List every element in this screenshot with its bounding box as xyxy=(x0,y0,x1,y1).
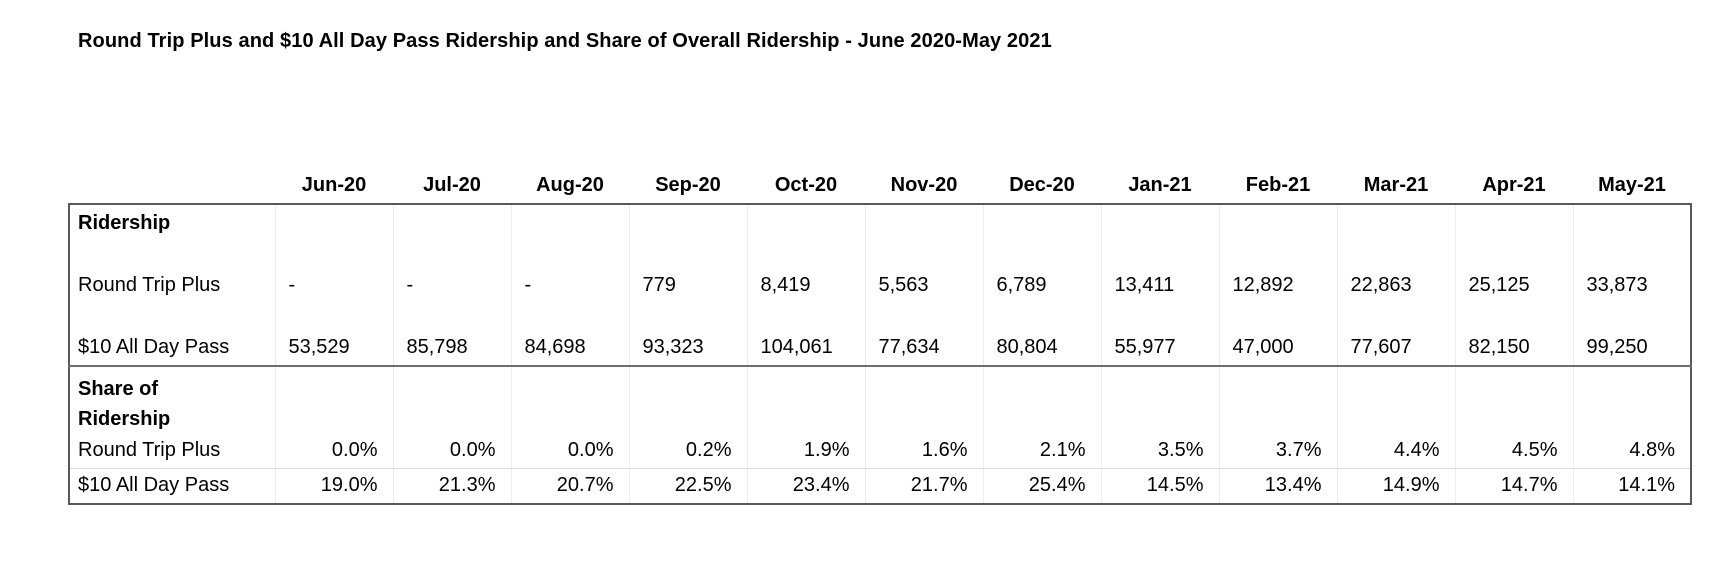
cell-value: 93,323 xyxy=(628,330,747,367)
cell-value: 25,125 xyxy=(1454,268,1573,302)
cell-value: 12,892 xyxy=(1218,268,1337,302)
cell-value: 53,529 xyxy=(274,330,393,367)
table-row-all-day-pass-ridership: $10 All Day Pass 53,529 85,798 84,698 93… xyxy=(69,330,1691,367)
cell-value: 85,798 xyxy=(392,330,511,367)
cell-value: 14.9% xyxy=(1336,468,1455,504)
column-header-month: Sep-20 xyxy=(655,174,721,196)
cell-value: 82,150 xyxy=(1454,330,1573,367)
cell-value: 4.8% xyxy=(1572,434,1691,469)
ridership-table: Jun-20 Jul-20 Aug-20 Sep-20 Oct-20 Nov-2… xyxy=(68,156,1692,505)
cell-value: 0.0% xyxy=(392,434,511,469)
section-label: Share of Ridership xyxy=(78,378,171,430)
cell-value: 14.1% xyxy=(1572,468,1691,504)
cell-value: 21.3% xyxy=(392,468,511,504)
column-header-month: May-21 xyxy=(1598,174,1666,196)
cell-value: 104,061 xyxy=(746,330,865,367)
column-header-month: Oct-20 xyxy=(774,174,838,196)
cell-value: 47,000 xyxy=(1218,330,1337,367)
cell-value: 0.2% xyxy=(628,434,747,469)
cell-value: 23.4% xyxy=(746,468,865,504)
cell-value: 77,607 xyxy=(1336,330,1455,367)
cell-value: 1.9% xyxy=(746,434,865,469)
cell-value: 55,977 xyxy=(1100,330,1219,367)
cell-value: 80,804 xyxy=(982,330,1101,367)
row-label: Round Trip Plus xyxy=(78,273,221,296)
table-row-round-trip-plus-ridership: Round Trip Plus - - - 779 8,419 5,563 6,… xyxy=(69,268,1691,302)
cell-value: 84,698 xyxy=(510,330,629,367)
cell-value: 14.5% xyxy=(1100,468,1219,504)
cell-value: 22.5% xyxy=(628,468,747,504)
cell-value: 25.4% xyxy=(982,468,1101,504)
cell-value: 33,873 xyxy=(1572,268,1691,302)
cell-value: 5,563 xyxy=(864,268,983,302)
table-row-round-trip-plus-share: Round Trip Plus 0.0% 0.0% 0.0% 0.2% 1.9%… xyxy=(69,434,1691,469)
section-header-ridership: Ridership xyxy=(69,204,1691,242)
cell-value: 4.5% xyxy=(1454,434,1573,469)
column-header-month: Feb-21 xyxy=(1245,174,1311,196)
cell-value: 22,863 xyxy=(1336,268,1455,302)
cell-value: 6,789 xyxy=(982,268,1101,302)
column-header-month: Apr-21 xyxy=(1482,174,1546,196)
cell-value: 4.4% xyxy=(1336,434,1455,469)
row-label: $10 All Day Pass xyxy=(69,330,275,367)
table-title: Round Trip Plus and $10 All Day Pass Rid… xyxy=(78,30,1052,52)
table-row-all-day-pass-share: $10 All Day Pass 19.0% 21.3% 20.7% 22.5%… xyxy=(69,468,1691,504)
cell-value: 3.7% xyxy=(1218,434,1337,469)
column-header-month: Jan-21 xyxy=(1128,174,1192,196)
cell-value: 1.6% xyxy=(864,434,983,469)
cell-value: 77,634 xyxy=(864,330,983,367)
cell-value: 19.0% xyxy=(274,468,393,504)
corner-cell xyxy=(69,156,275,204)
column-header-month: Jun-20 xyxy=(301,174,367,196)
cell-value: 2.1% xyxy=(982,434,1101,469)
cell-value: 8,419 xyxy=(746,268,865,302)
cell-value: 13.4% xyxy=(1218,468,1337,504)
cell-value: - xyxy=(274,268,393,302)
cell-value: 14.7% xyxy=(1454,468,1573,504)
cell-value: - xyxy=(510,268,629,302)
column-header-month: Jul-20 xyxy=(423,174,481,196)
cell-value: 0.0% xyxy=(510,434,629,469)
section-label: Ridership xyxy=(78,212,171,234)
cell-value: 779 xyxy=(628,268,747,302)
column-header-month: Dec-20 xyxy=(1009,174,1075,196)
cell-value: - xyxy=(392,268,511,302)
cell-value: 21.7% xyxy=(864,468,983,504)
section-header-share-of-ridership: Share of Ridership xyxy=(69,366,1691,434)
table-body: Ridership Round Trip Plus - - - 779 8,41… xyxy=(69,204,1691,504)
cell-value: 0.0% xyxy=(274,434,393,469)
cell-value: 3.5% xyxy=(1100,434,1219,469)
cell-value: 99,250 xyxy=(1572,330,1691,367)
column-header-month: Mar-21 xyxy=(1363,174,1429,196)
column-header-month: Aug-20 xyxy=(536,174,604,196)
row-label: Round Trip Plus xyxy=(69,434,275,469)
cell-value: 20.7% xyxy=(510,468,629,504)
column-header-month: Nov-20 xyxy=(890,174,958,196)
spacer-row xyxy=(69,302,1691,330)
row-label: $10 All Day Pass xyxy=(78,474,230,497)
cell-value: 13,411 xyxy=(1100,268,1219,302)
spacer-row xyxy=(69,242,1691,268)
month-header-row: Jun-20 Jul-20 Aug-20 Sep-20 Oct-20 Nov-2… xyxy=(69,156,1691,204)
